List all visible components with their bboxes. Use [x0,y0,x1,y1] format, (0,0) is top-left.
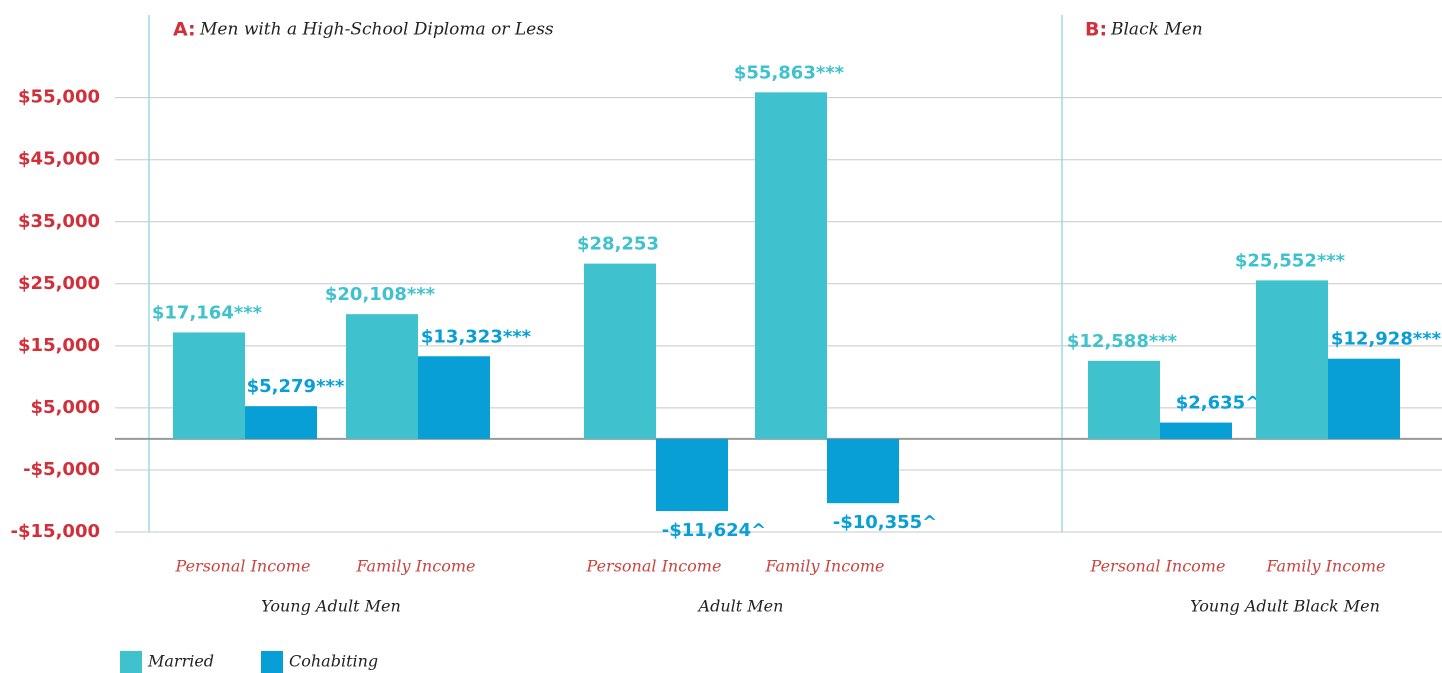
value-label: $2,635^ [1176,393,1261,414]
legend-swatch [261,651,283,673]
bar [1088,360,1160,439]
panel-title: Black Men [1110,20,1203,40]
legend-label: Married [147,652,214,671]
x-tick-label: Family Income [356,557,476,576]
y-tick-label: $5,000 [31,397,100,418]
y-tick-label: $25,000 [18,273,100,294]
value-label: $28,253 [577,234,659,255]
bar [346,314,418,439]
value-label: -$10,355^ [833,512,938,533]
bar [1328,358,1400,439]
y-tick-label: $55,000 [18,87,100,108]
y-tick-label: $15,000 [18,335,100,356]
x-tick-label: Personal Income [175,557,311,576]
value-label: $25,552*** [1235,250,1346,271]
bar [245,406,317,439]
group-label: Adult Men [697,597,784,616]
bar [173,332,245,439]
y-tick-label: $45,000 [18,149,100,170]
legend-label: Cohabiting [289,652,378,671]
x-tick-label: Personal Income [1090,557,1226,576]
bar [656,438,728,512]
x-tick-label: Family Income [1266,557,1386,576]
value-label: $12,928*** [1331,329,1442,350]
value-label: $17,164*** [152,302,263,323]
y-tick-label: $35,000 [18,211,100,232]
value-label: $20,108*** [325,284,436,305]
value-label: $12,588*** [1067,331,1178,352]
bar [1256,280,1328,439]
value-label: $5,279***^ [247,376,360,397]
group-label: Young Adult Men [261,597,401,616]
value-label: -$11,624^ [662,520,767,541]
y-tick-label: -$5,000 [23,459,100,480]
bar [584,263,656,439]
bar [755,92,827,439]
bar [1160,422,1232,439]
bar [827,438,899,504]
value-label: $13,323*** [421,326,532,347]
x-tick-label: Personal Income [586,557,722,576]
value-label: $55,863*** [734,62,845,83]
y-tick-label: -$15,000 [11,521,100,542]
panel-title: Men with a High-School Diploma or Less [199,20,554,40]
panel-letter: B: [1085,19,1107,41]
group-label: Young Adult Black Men [1190,597,1380,616]
bar [418,356,490,439]
panel-letter: A: [173,19,196,41]
x-tick-label: Family Income [765,557,885,576]
legend-swatch [120,651,142,673]
